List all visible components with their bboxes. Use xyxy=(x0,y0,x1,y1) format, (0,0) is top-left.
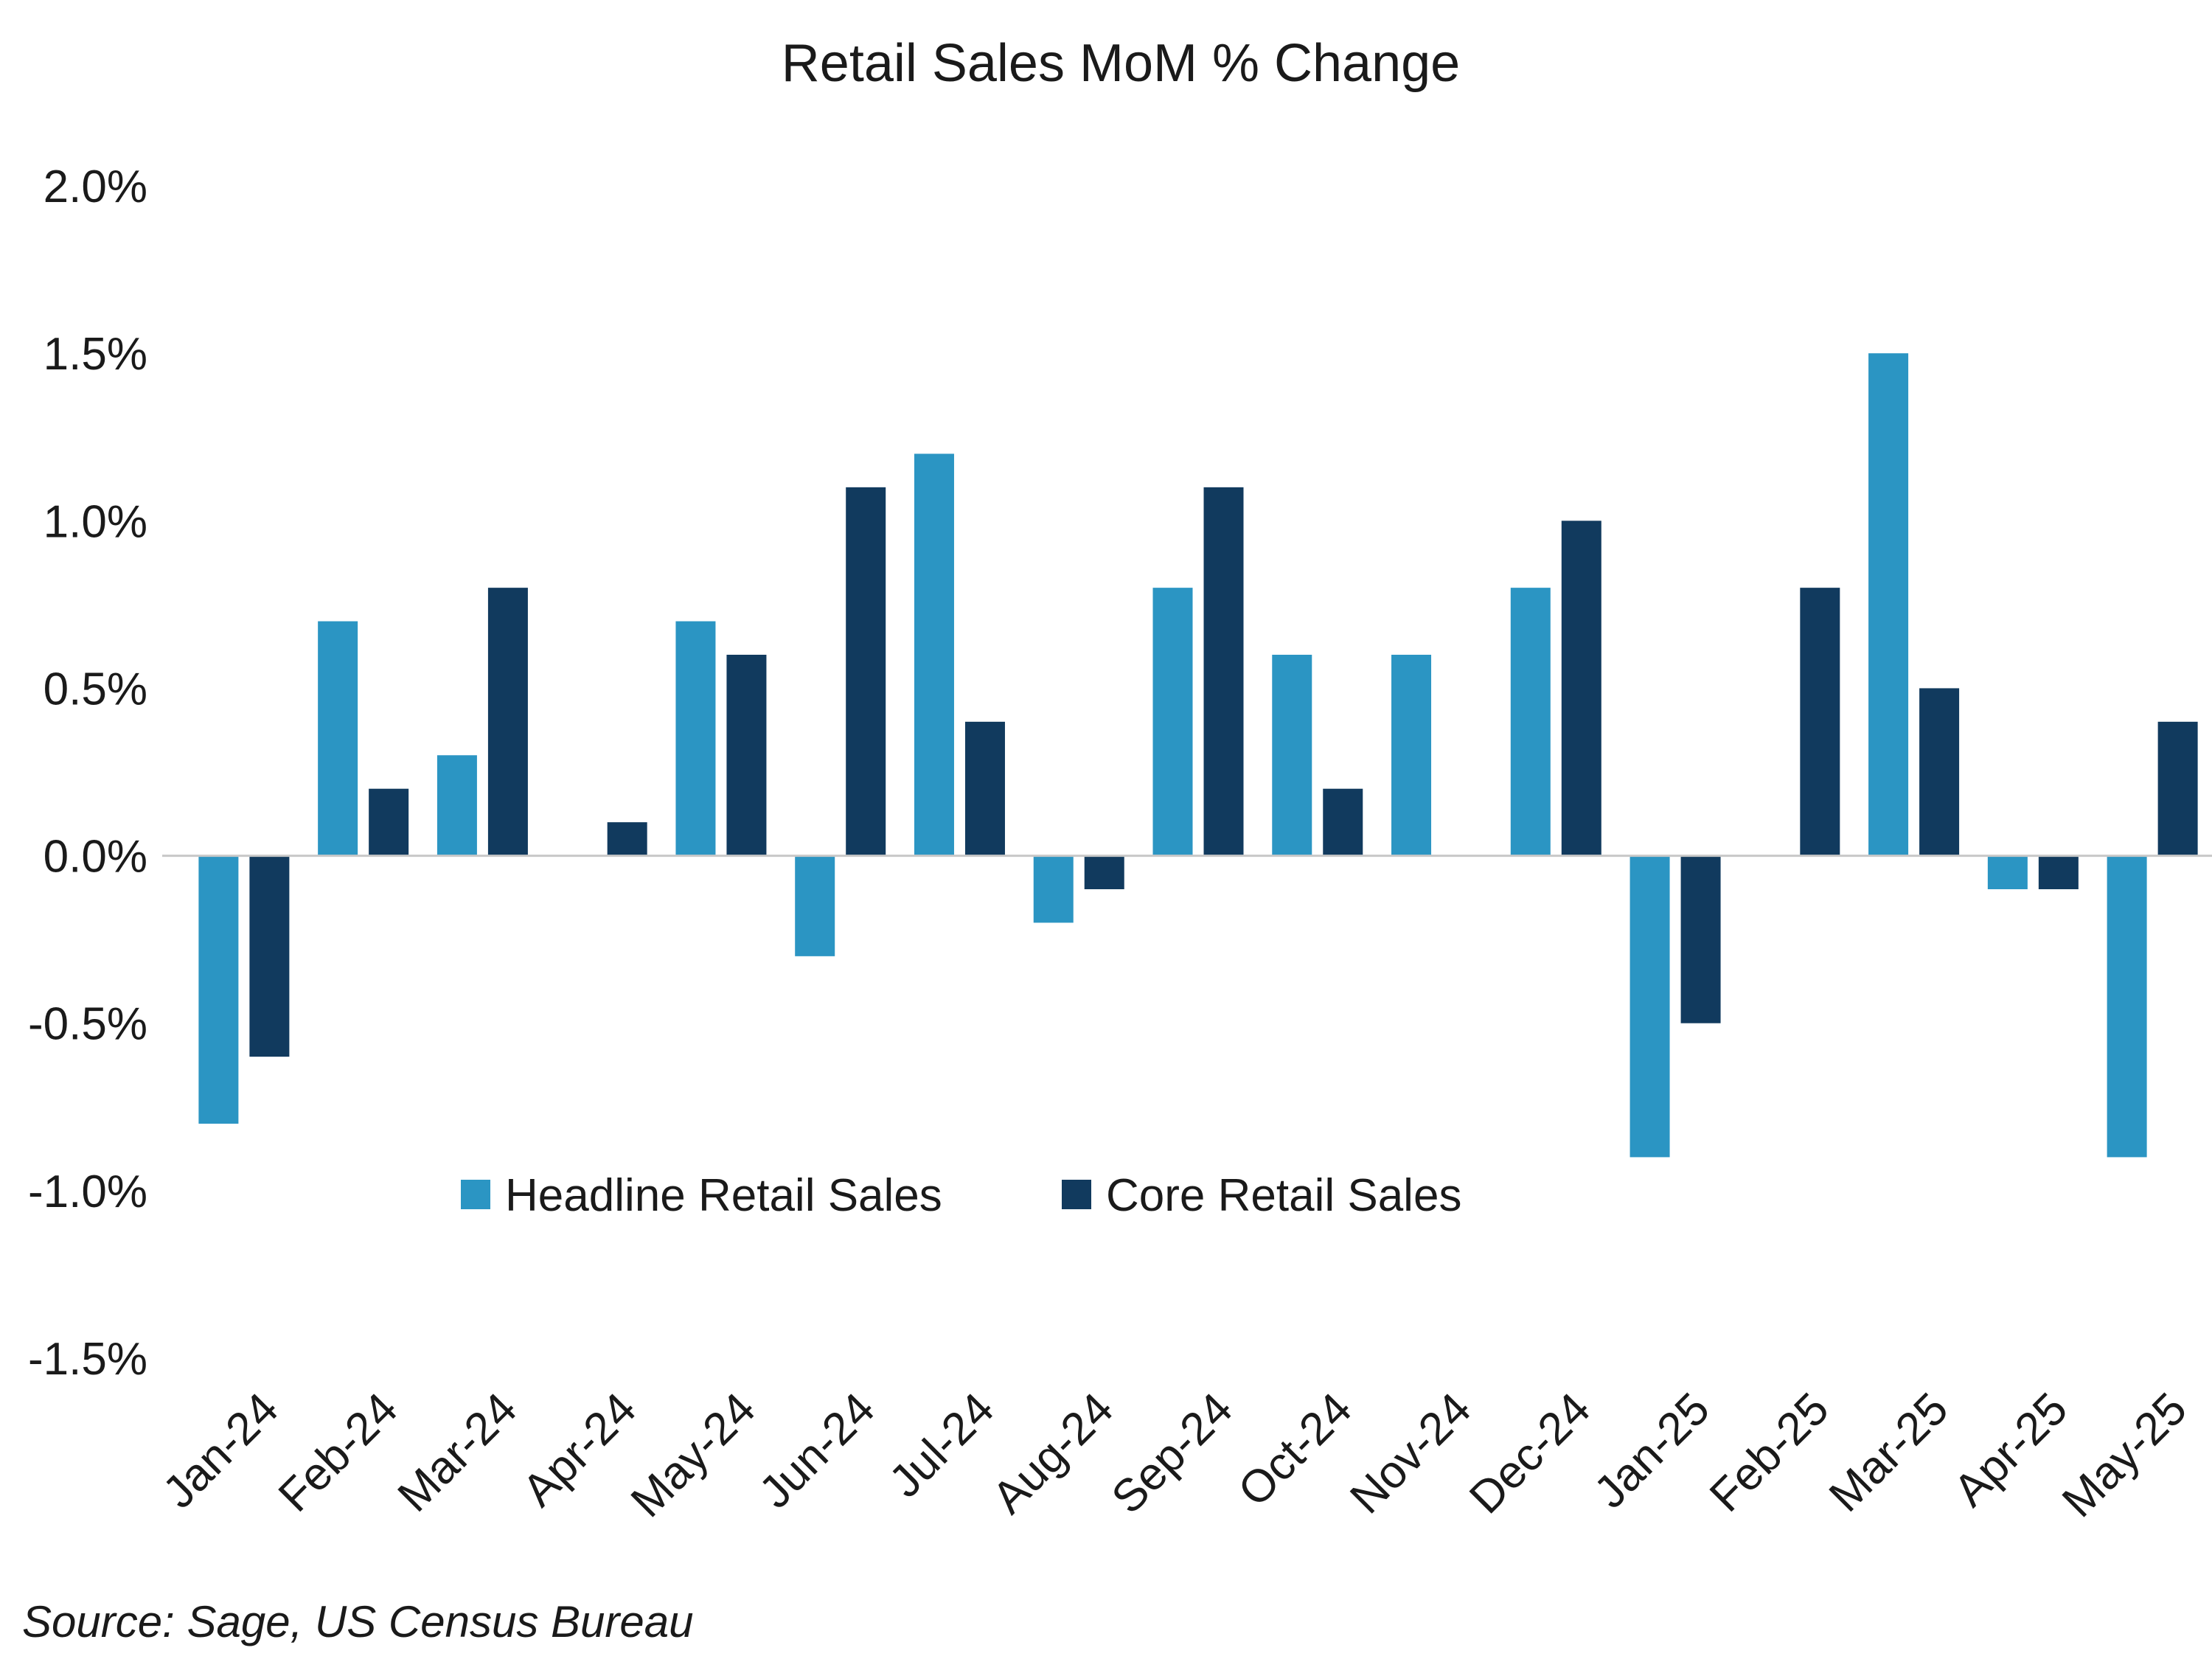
core-bar-mar-24 xyxy=(487,588,528,856)
x-tick-label: May-25 xyxy=(2053,1383,2197,1527)
headline-bar-mar-24 xyxy=(437,755,477,856)
headline-bar-aug-24 xyxy=(1033,855,1074,923)
y-tick-label: 1.0% xyxy=(44,496,147,547)
y-tick-label: 0.5% xyxy=(44,664,147,714)
legend-label: Core Retail Sales xyxy=(1106,1170,1461,1221)
core-bar-jul-24 xyxy=(964,721,1005,856)
headline-bar-feb-24 xyxy=(318,621,358,856)
x-tick-label: Jan-24 xyxy=(153,1383,288,1518)
core-bar-apr-25 xyxy=(2038,855,2079,889)
core-bar-jan-24 xyxy=(249,855,290,1057)
core-bar-sep-24 xyxy=(1203,487,1244,856)
headline-bar-jun-24 xyxy=(795,855,835,956)
x-tick-label: Feb-25 xyxy=(1700,1383,1839,1522)
headline-bar-sep-24 xyxy=(1152,588,1193,856)
core-bar-jan-25 xyxy=(1680,855,1721,1023)
x-tick-label: Aug-24 xyxy=(983,1383,1123,1523)
legend-swatch xyxy=(461,1180,490,1209)
headline-bar-dec-24 xyxy=(1510,588,1551,856)
headline-bar-apr-25 xyxy=(1987,855,2028,889)
headline-bar-oct-24 xyxy=(1272,655,1312,856)
x-tick-label: May-24 xyxy=(622,1383,765,1527)
y-tick-label: -1.5% xyxy=(28,1334,147,1385)
x-tick-label: Mar-24 xyxy=(389,1383,527,1522)
core-bar-oct-24 xyxy=(1323,788,1363,856)
source-note: Source: Sage, US Census Bureau xyxy=(22,1597,694,1646)
bars-layer xyxy=(198,353,2198,1158)
y-tick-label: -0.5% xyxy=(28,999,147,1050)
y-tick-label: 1.5% xyxy=(44,329,147,380)
chart-title: Retail Sales MoM % Change xyxy=(782,34,1460,93)
legend-swatch xyxy=(1062,1180,1091,1209)
y-tick-label: 2.0% xyxy=(44,161,147,212)
headline-bar-mar-25 xyxy=(1868,353,1909,856)
headline-bar-may-24 xyxy=(675,621,716,856)
core-bar-apr-24 xyxy=(607,822,647,856)
y-tick-label: 0.0% xyxy=(44,832,147,883)
headline-bar-nov-24 xyxy=(1391,655,1432,856)
x-axis: Jan-24Feb-24Mar-24Apr-24May-24Jun-24Jul-… xyxy=(153,1383,2197,1527)
core-bar-aug-24 xyxy=(1084,855,1124,889)
x-tick-label: Nov-24 xyxy=(1340,1383,1481,1523)
x-tick-label: Jun-24 xyxy=(750,1383,885,1518)
legend-label: Headline Retail Sales xyxy=(505,1170,942,1221)
core-bar-feb-24 xyxy=(369,788,409,856)
core-bar-may-24 xyxy=(726,655,767,856)
headline-bar-jan-24 xyxy=(198,855,239,1124)
headline-bar-jan-25 xyxy=(1630,855,1670,1158)
x-tick-label: Sep-24 xyxy=(1102,1383,1242,1523)
headline-bar-jul-24 xyxy=(914,453,954,856)
core-bar-may-25 xyxy=(2157,721,2198,856)
core-bar-mar-25 xyxy=(1919,688,1960,856)
x-tick-label: Feb-24 xyxy=(269,1383,408,1522)
core-bar-jun-24 xyxy=(846,487,886,856)
headline-bar-may-25 xyxy=(2107,855,2147,1158)
y-tick-label: -1.0% xyxy=(28,1166,147,1217)
x-tick-label: Oct-24 xyxy=(1228,1383,1361,1516)
x-tick-label: Dec-24 xyxy=(1460,1383,1600,1523)
x-tick-label: Mar-25 xyxy=(1820,1383,1958,1522)
legend: Headline Retail Sales Core Retail Sales xyxy=(461,1170,1461,1221)
x-tick-label: Jan-25 xyxy=(1585,1383,1719,1518)
y-axis: 2.0% 1.5% 1.0% 0.5% 0.0% -0.5% -1.0% -1.5% xyxy=(28,161,147,1385)
core-bar-dec-24 xyxy=(1561,521,1601,856)
core-bar-feb-25 xyxy=(1800,588,1840,856)
